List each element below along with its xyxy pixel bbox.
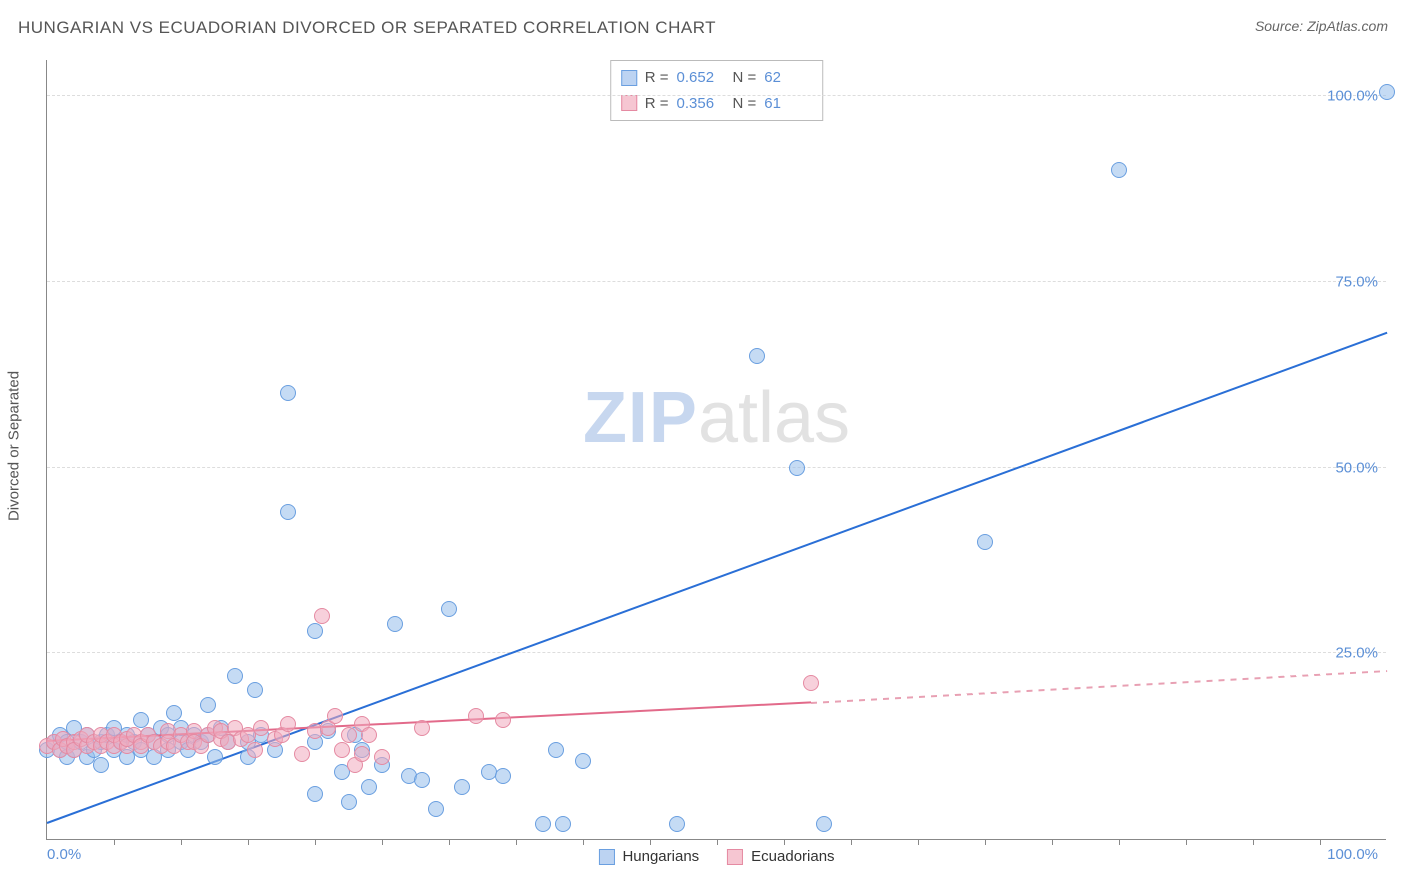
data-point [803, 675, 819, 691]
y-tick-label: 50.0% [1335, 459, 1378, 476]
x-minor-tick [449, 839, 450, 845]
data-point [816, 816, 832, 832]
x-minor-tick [851, 839, 852, 845]
data-point [307, 786, 323, 802]
swatch-icon [621, 70, 637, 86]
x-minor-tick [1186, 839, 1187, 845]
data-point [789, 460, 805, 476]
series-legend: Hungarians Ecuadorians [598, 848, 834, 865]
x-minor-tick [181, 839, 182, 845]
x-minor-tick [248, 839, 249, 845]
x-minor-tick [1320, 839, 1321, 845]
chart-title: HUNGARIAN VS ECUADORIAN DIVORCED OR SEPA… [18, 18, 716, 38]
data-point [280, 385, 296, 401]
x-axis-max-label: 100.0% [1327, 846, 1378, 863]
watermark-atlas: atlas [698, 378, 850, 458]
data-point [341, 794, 357, 810]
data-point [669, 816, 685, 832]
data-point [207, 749, 223, 765]
y-tick-label: 100.0% [1327, 88, 1378, 105]
y-tick-label: 25.0% [1335, 645, 1378, 662]
data-point [354, 746, 370, 762]
data-point [414, 720, 430, 736]
data-point [133, 712, 149, 728]
x-minor-tick [382, 839, 383, 845]
data-point [495, 712, 511, 728]
x-minor-tick [114, 839, 115, 845]
data-point [334, 742, 350, 758]
stat-legend: R = 0.652 N = 62 R = 0.356 N = 61 [610, 60, 824, 121]
legend-item: Hungarians [598, 848, 699, 865]
trend-line [811, 670, 1387, 703]
data-point [93, 757, 109, 773]
source-name: ZipAtlas.com [1307, 18, 1388, 34]
x-minor-tick [650, 839, 651, 845]
r-label: R = [645, 65, 669, 91]
watermark-zip: ZIP [583, 378, 698, 458]
source-prefix: Source: [1255, 18, 1307, 34]
r-value: 0.652 [677, 65, 725, 91]
data-point [200, 697, 216, 713]
swatch-icon [598, 849, 614, 865]
data-point [327, 708, 343, 724]
data-point [555, 816, 571, 832]
y-tick-label: 75.0% [1335, 273, 1378, 290]
data-point [575, 753, 591, 769]
stat-legend-row: R = 0.652 N = 62 [621, 65, 813, 91]
data-point [1111, 162, 1127, 178]
x-minor-tick [1052, 839, 1053, 845]
data-point [294, 746, 310, 762]
swatch-icon [621, 95, 637, 111]
y-axis-label: Divorced or Separated [6, 371, 23, 521]
n-label: N = [733, 65, 757, 91]
data-point [280, 504, 296, 520]
data-point [468, 708, 484, 724]
watermark: ZIPatlas [583, 377, 850, 459]
gridline [47, 281, 1386, 282]
data-point [227, 668, 243, 684]
data-point [374, 749, 390, 765]
data-point [166, 705, 182, 721]
data-point [428, 801, 444, 817]
x-minor-tick [1253, 839, 1254, 845]
data-point [247, 682, 263, 698]
x-minor-tick [1119, 839, 1120, 845]
data-point [535, 816, 551, 832]
gridline [47, 95, 1386, 96]
legend-item: Ecuadorians [727, 848, 834, 865]
data-point [314, 608, 330, 624]
data-point [495, 768, 511, 784]
data-point [1379, 84, 1395, 100]
gridline [47, 652, 1386, 653]
data-point [548, 742, 564, 758]
swatch-icon [727, 849, 743, 865]
x-minor-tick [717, 839, 718, 845]
data-point [361, 779, 377, 795]
data-point [387, 616, 403, 632]
x-minor-tick [918, 839, 919, 845]
x-axis-min-label: 0.0% [47, 846, 81, 863]
legend-label: Ecuadorians [751, 848, 834, 865]
data-point [361, 727, 377, 743]
x-minor-tick [985, 839, 986, 845]
x-minor-tick [583, 839, 584, 845]
legend-label: Hungarians [622, 848, 699, 865]
data-point [977, 534, 993, 550]
x-minor-tick [315, 839, 316, 845]
x-minor-tick [516, 839, 517, 845]
data-point [253, 720, 269, 736]
n-value: 62 [764, 65, 812, 91]
data-point [307, 623, 323, 639]
data-point [454, 779, 470, 795]
gridline [47, 467, 1386, 468]
data-point [247, 742, 263, 758]
scatter-chart: ZIPatlas R = 0.652 N = 62 R = 0.356 N = … [46, 60, 1386, 840]
data-point [749, 348, 765, 364]
source-label: Source: ZipAtlas.com [1255, 18, 1388, 34]
data-point [414, 772, 430, 788]
data-point [280, 716, 296, 732]
x-minor-tick [784, 839, 785, 845]
data-point [441, 601, 457, 617]
data-point [341, 727, 357, 743]
